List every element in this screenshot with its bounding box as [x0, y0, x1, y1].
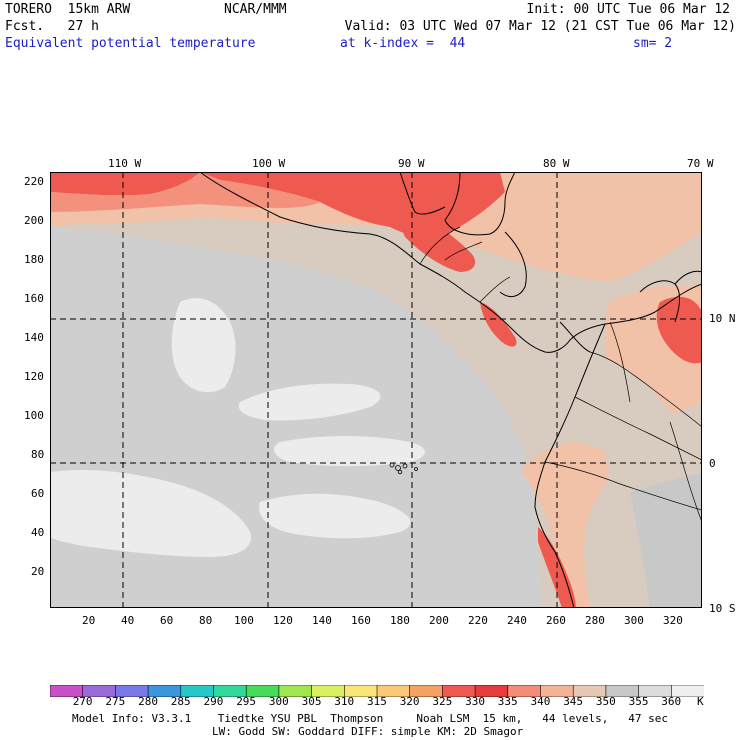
field-cool-central [238, 383, 381, 421]
x-tick-label: 180 [390, 614, 410, 627]
field-cool-northwest [171, 298, 236, 393]
colorbar-label: 270 [72, 695, 93, 708]
y-tick-label: 220 [24, 175, 44, 188]
y-tick-label: 140 [24, 331, 44, 344]
level-index: at k-index = 44 [340, 36, 466, 51]
lat-label-10n: 10 N [709, 312, 736, 325]
lon-label-80w: 80 W [543, 157, 570, 170]
colorbar-label: 290 [203, 695, 224, 708]
y-tick-label: 80 [31, 448, 45, 461]
field-cool-southwest [50, 470, 251, 557]
colorbar-label: 300 [268, 695, 289, 708]
model-info-line1: Model Info: V3.3.1 Tiedtke YSU PBL Thomp… [72, 712, 669, 725]
x-tick-label: 120 [273, 614, 293, 627]
colorbar-label: 305 [301, 695, 322, 708]
y-tick-label: 100 [24, 409, 44, 422]
colorbar-label: 340 [530, 695, 551, 708]
map-panel [50, 171, 703, 609]
colorbar-label: 280 [138, 695, 158, 708]
x-tick-label: 200 [429, 614, 449, 627]
colorbar-unit: K [697, 695, 704, 708]
x-tick-label: 140 [312, 614, 332, 627]
y-tick-label: 20 [31, 565, 45, 578]
field-hot-venezuela [656, 296, 702, 364]
x-tick-label: 60 [160, 614, 174, 627]
field-hot-costarica [480, 302, 517, 347]
x-tick-label: 40 [121, 614, 135, 627]
field-hot-gulf [50, 172, 200, 196]
colorbar-label: 360 [661, 695, 682, 708]
colorbar-label: 350 [595, 695, 616, 708]
y-tick-label: 120 [24, 370, 44, 383]
smoothing-value: sm= 2 [633, 36, 673, 51]
colorbar-label: 355 [628, 695, 649, 708]
colorbar-label: 325 [432, 695, 453, 708]
lon-label-110w: 110 W [108, 157, 142, 170]
colorbar-label: 275 [105, 695, 126, 708]
colorbar-label: 295 [236, 695, 257, 708]
x-tick-label: 220 [468, 614, 488, 627]
x-tick-label: 280 [585, 614, 605, 627]
field-cool-south [259, 493, 411, 539]
lon-label-70w: 70 W [687, 157, 714, 170]
colorbar-label: 330 [465, 695, 485, 708]
country-borders [419, 226, 703, 523]
lat-label-0: 0 [709, 457, 716, 470]
center-name: NCAR/MMM [224, 2, 287, 17]
map-frame [50, 172, 702, 608]
colorbar-label: 320 [399, 695, 420, 708]
y-tick-label: 160 [24, 292, 44, 305]
y-tick-label: 200 [24, 214, 44, 227]
x-tick-label: 260 [546, 614, 566, 627]
field-cool-east [274, 436, 425, 467]
colorbar-label: 285 [170, 695, 191, 708]
coastlines [199, 171, 703, 609]
x-tick-label: 320 [663, 614, 683, 627]
model-name: TORERO 15km ARW [5, 2, 131, 17]
colorbar-label: 315 [367, 695, 387, 708]
x-tick-label: 300 [624, 614, 644, 627]
init-time: Init: 00 UTC Tue 06 Mar 12 [526, 2, 731, 17]
forecast-hour: Fcst. 27 h [5, 19, 99, 34]
y-tick-label: 60 [31, 487, 45, 500]
colorbar-label: 335 [497, 695, 518, 708]
lon-label-100w: 100 W [252, 157, 286, 170]
field-name: Equivalent potential temperature [5, 36, 256, 51]
lon-label-90w: 90 W [398, 157, 425, 170]
x-tick-label: 240 [507, 614, 527, 627]
field-band-345-south [520, 442, 620, 608]
x-tick-label: 80 [199, 614, 213, 627]
lat-lon-grid [50, 172, 702, 608]
valid-time: Valid: 03 UTC Wed 07 Mar 12 (21 CST Tue … [344, 19, 736, 34]
galapagos-islands [389, 462, 418, 475]
field-band-355-amazon [630, 472, 702, 608]
model-info-line2: LW: Godd SW: Goddard DIFF: simple KM: 2D… [212, 725, 524, 738]
field-band-340 [50, 172, 320, 212]
colorbar [49, 682, 705, 698]
x-tick-label: 100 [234, 614, 254, 627]
lat-label-10s: 10 S [709, 602, 736, 615]
colorbar-label: 345 [563, 695, 584, 708]
colorbar-label: 310 [334, 695, 355, 708]
y-tick-label: 40 [31, 526, 45, 539]
x-tick-label: 20 [82, 614, 96, 627]
y-tick-label: 180 [24, 253, 44, 266]
x-tick-label: 160 [351, 614, 371, 627]
